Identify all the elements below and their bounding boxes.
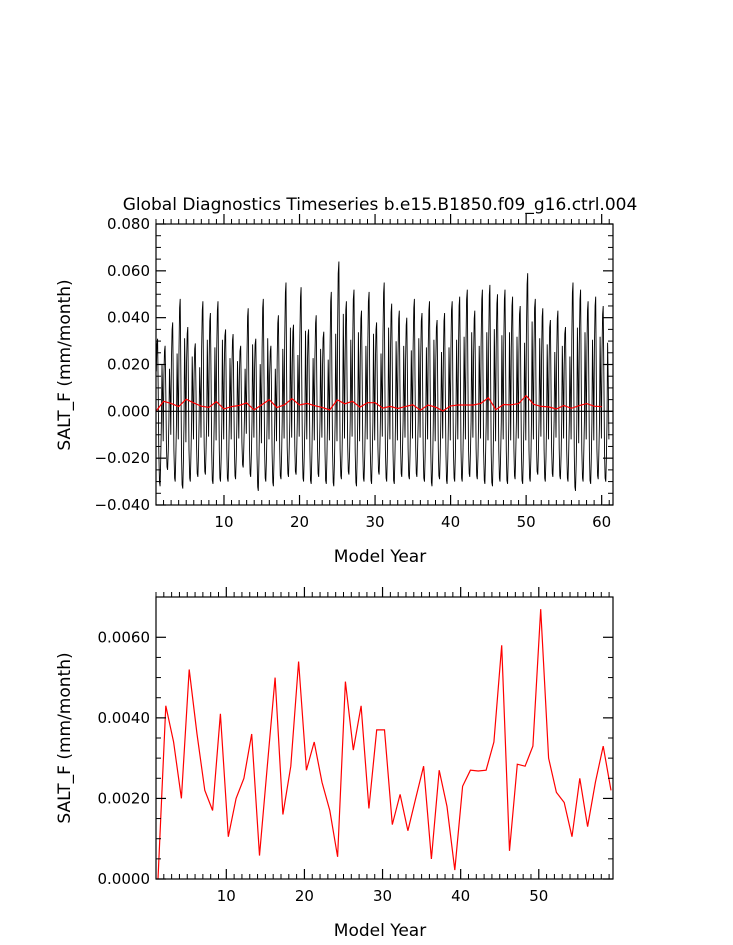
top-y-axis-label: SALT_F (mm/month) bbox=[55, 279, 75, 450]
x-tick-label: 10 bbox=[217, 887, 236, 905]
x-tick-label: 30 bbox=[373, 887, 392, 905]
annual-mean-line bbox=[157, 609, 612, 880]
x-tick-label: 20 bbox=[295, 887, 314, 905]
annual-mean-line bbox=[155, 394, 602, 412]
bottom-plot-frame bbox=[155, 596, 614, 880]
chart-title: Global Diagnostics Timeseries b.e15.B185… bbox=[123, 195, 638, 215]
y-tick-label: 0.080 bbox=[107, 215, 150, 233]
y-tick-label: 0.040 bbox=[107, 309, 150, 327]
x-tick-label: 50 bbox=[517, 513, 536, 531]
x-tick-label: 40 bbox=[441, 513, 460, 531]
y-tick-label: 0.0020 bbox=[98, 789, 151, 807]
bottom-series-group bbox=[157, 609, 612, 880]
y-tick-label: 0.0040 bbox=[98, 709, 151, 727]
bottom-plot: 10 20 30 40 50 0.0000 0.0020 0.0040 0.0060 Model… bbox=[55, 587, 614, 941]
top-ticks: 10 20 30 40 50 60 −0.040 −0.020 0.000 0.020 0.040 0… bbox=[94, 214, 613, 531]
y-tick-label: 0.020 bbox=[107, 356, 150, 374]
x-tick-label: 50 bbox=[529, 887, 548, 905]
top-plot: 10 20 30 40 50 60 −0.040 −0.020 0.000 0.020 0.040 0… bbox=[55, 214, 614, 567]
y-tick-label: −0.020 bbox=[94, 449, 150, 467]
x-tick-label: 40 bbox=[451, 887, 470, 905]
y-tick-label: 0.0000 bbox=[98, 870, 151, 888]
top-x-axis-label: Model Year bbox=[334, 547, 426, 567]
y-tick-label: 0.060 bbox=[107, 262, 150, 280]
bottom-y-axis-label: SALT_F (mm/month) bbox=[55, 652, 75, 823]
x-tick-label: 10 bbox=[214, 513, 233, 531]
y-tick-label: 0.0060 bbox=[98, 628, 151, 646]
x-tick-label: 60 bbox=[592, 513, 611, 531]
bottom-x-axis-label: Model Year bbox=[334, 921, 426, 941]
bottom-ticks: 10 20 30 40 50 0.0000 0.0020 0.0040 0.0060 bbox=[98, 587, 613, 905]
y-tick-label: 0.000 bbox=[107, 402, 150, 420]
x-tick-label: 20 bbox=[290, 513, 309, 531]
y-tick-label: −0.040 bbox=[94, 496, 150, 514]
monthly-series-line bbox=[155, 261, 610, 491]
x-tick-label: 30 bbox=[366, 513, 385, 531]
top-series-group bbox=[155, 261, 613, 491]
